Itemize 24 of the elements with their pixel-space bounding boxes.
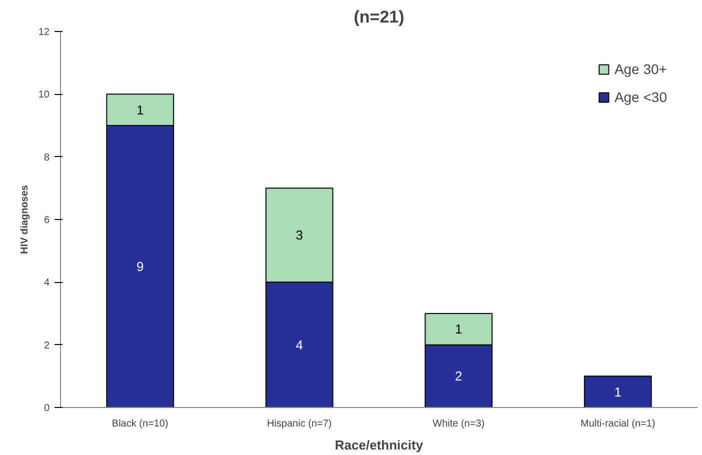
y-tick-label: 10	[38, 90, 50, 101]
y-tick-label: 6	[44, 215, 50, 226]
y-tick-label: 4	[44, 278, 50, 289]
x-tick-label: Hispanic (n=7)	[267, 418, 332, 430]
legend-label: Age <30	[614, 89, 667, 105]
x-tick-label: Black (n=10)	[112, 418, 168, 430]
y-tick-label: 8	[44, 152, 50, 164]
y-tick-label: 0	[44, 403, 50, 414]
legend-label: Age 30+	[614, 61, 667, 77]
data-label: 1	[136, 102, 144, 118]
data-label: 4	[296, 337, 303, 352]
data-label: 1	[614, 384, 622, 400]
data-label: 9	[136, 259, 144, 274]
y-axis-title: HIV diagnoses	[19, 184, 30, 254]
x-tick-label: Multi-racial (n=1)	[580, 418, 656, 430]
x-tick-label: White (n=3)	[432, 418, 485, 430]
data-label: 1	[455, 322, 462, 337]
data-label: 3	[296, 228, 303, 243]
y-tick-label: 2	[44, 340, 50, 352]
bar	[584, 376, 652, 408]
x-axis-title: Race/ethnicity	[334, 438, 424, 452]
data-label: 2	[455, 368, 462, 384]
chart-title: (n=21)	[354, 8, 404, 26]
y-tick-label: 12	[38, 27, 50, 38]
